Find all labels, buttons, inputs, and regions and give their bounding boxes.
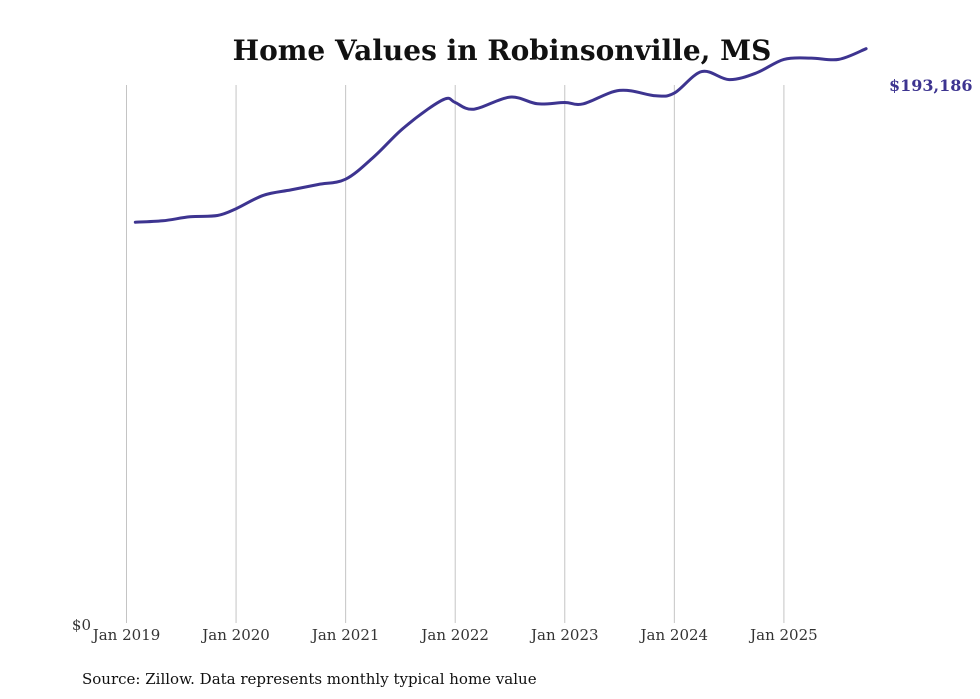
source-note: Source: Zillow. Data represents monthly … <box>82 670 537 688</box>
x-tick-label: Jan 2023 <box>529 626 599 644</box>
x-tick-label: Jan 2024 <box>639 626 709 644</box>
gridlines <box>126 85 785 623</box>
x-tick-label: Jan 2019 <box>91 626 161 644</box>
x-tick-label: Jan 2020 <box>200 626 270 644</box>
series-line <box>133 47 868 224</box>
x-tick-label: Jan 2021 <box>310 626 380 644</box>
y-axis-zero-label: $0 <box>72 616 91 634</box>
end-value-label: $193,186 <box>889 76 973 95</box>
x-axis-ticks: Jan 2019 Jan 2020 Jan 2021 Jan 2022 Jan 2023… <box>91 626 818 644</box>
chart-title: Home Values in Robinsonville, MS <box>233 34 772 67</box>
x-tick-label: Jan 2022 <box>419 626 489 644</box>
x-tick-label: Jan 2025 <box>748 626 818 644</box>
